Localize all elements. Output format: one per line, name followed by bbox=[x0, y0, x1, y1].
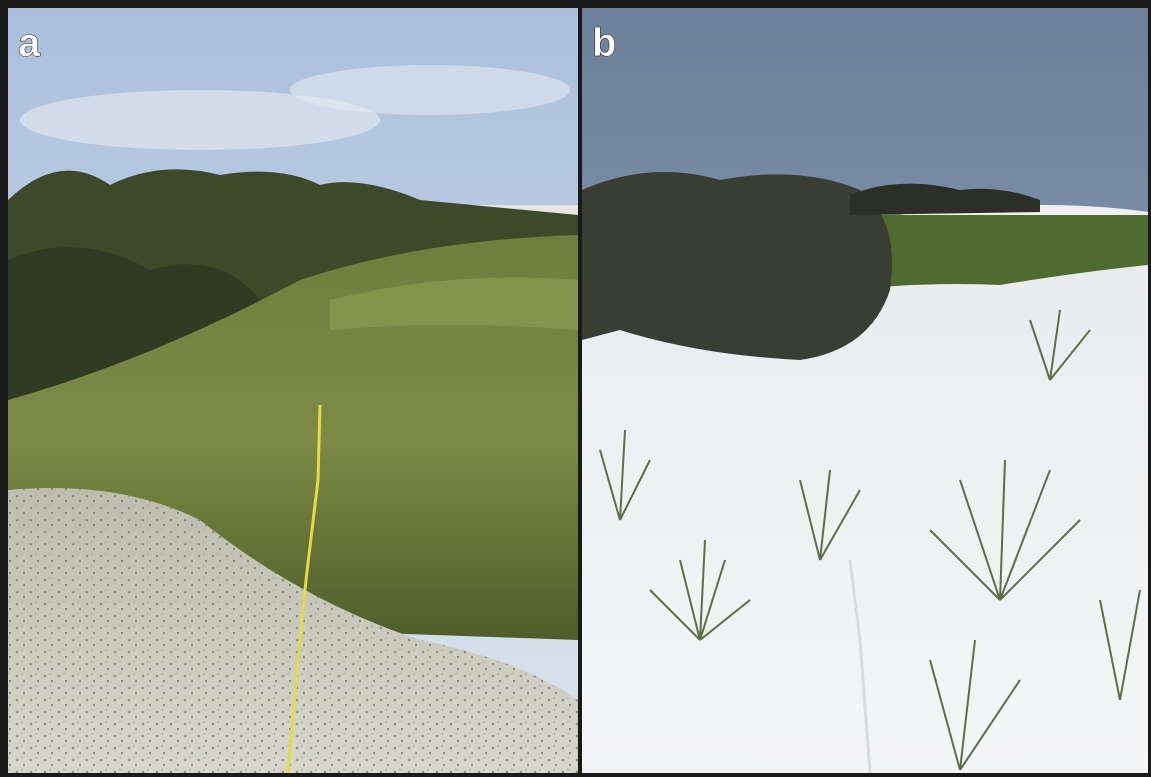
page: a b (() => { const data = JSON.parse(doc… bbox=[0, 0, 1151, 777]
panel-label: b bbox=[592, 21, 616, 65]
panel-b: b bbox=[582, 8, 1148, 773]
shrubs bbox=[582, 172, 892, 360]
panel-label: a bbox=[18, 21, 41, 65]
cloud bbox=[290, 65, 570, 115]
figure: a b bbox=[0, 0, 1151, 777]
panel-a: a bbox=[8, 8, 578, 773]
